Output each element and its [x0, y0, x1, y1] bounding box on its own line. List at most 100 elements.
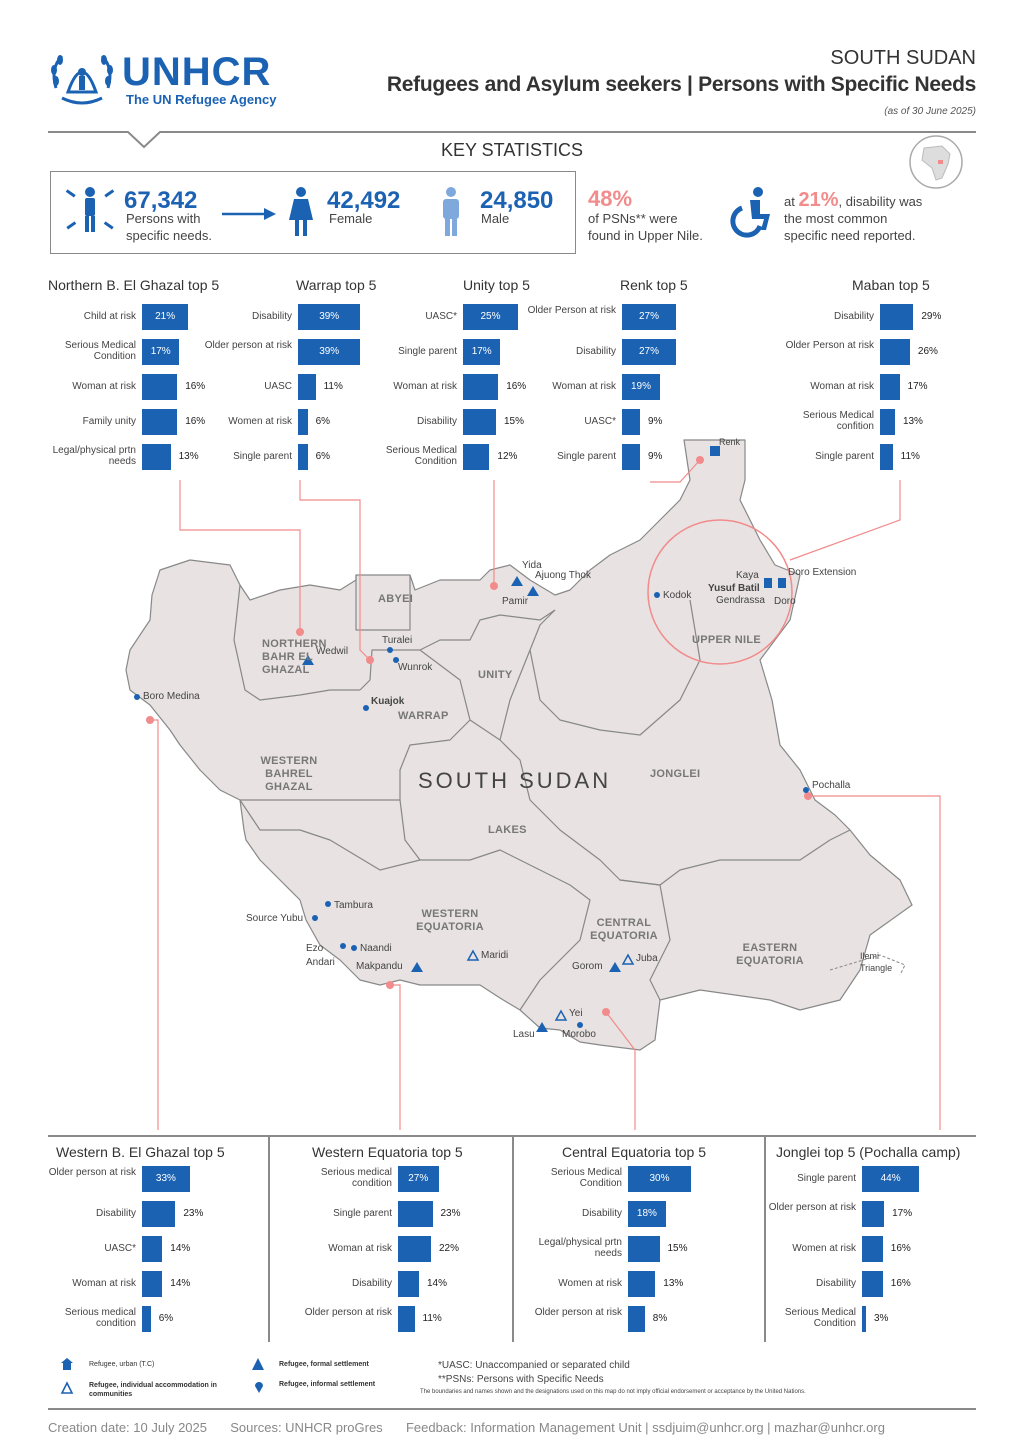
bar-label: Serious medical condition: [64, 1307, 136, 1329]
bar-value-label: 13%: [178, 451, 199, 462]
separator-3: [764, 1137, 766, 1342]
bar: [398, 1201, 433, 1227]
bar-label: Disability: [251, 311, 292, 322]
bar-value-label: 19%: [631, 381, 652, 392]
footer-divider: [48, 1408, 976, 1410]
disability-line-1: at 21%, disability was: [784, 189, 922, 211]
chart-title: Western B. El Ghazal top 5: [56, 1144, 225, 1160]
bar-value-label: 44%: [880, 1173, 901, 1184]
place-doro-ext: Doro Extension: [788, 567, 857, 578]
total-psn-value: 67,342: [124, 187, 198, 214]
africa-locator-icon: [908, 134, 964, 190]
arrow-right-icon: [222, 206, 276, 222]
bar: [398, 1306, 415, 1332]
bar: [298, 409, 308, 435]
place-doro: Doro: [774, 596, 796, 607]
bar-label: Disability: [581, 1208, 622, 1219]
bar: [862, 1201, 885, 1227]
place-pamir: Pamir: [502, 596, 529, 607]
bar: [628, 1201, 666, 1227]
region-we: WESTERN EQUATORIA: [416, 908, 484, 933]
bar-value-label: 12%: [497, 451, 518, 462]
header-divider: [48, 131, 976, 151]
disability-pct: 21%: [798, 189, 839, 211]
bar-value-label: 30%: [649, 1173, 670, 1184]
bar-label: Single parent: [797, 1173, 856, 1184]
bar: [298, 374, 316, 400]
bar: [298, 304, 361, 330]
bar-label: Older person at risk: [48, 1167, 136, 1178]
map-country-label: SOUTH SUDAN: [418, 768, 612, 793]
region-ee: EASTERN EQUATORIA: [736, 942, 804, 967]
bar: [463, 304, 518, 330]
place-yida: Yida: [522, 560, 542, 571]
bar: [622, 339, 676, 365]
place-wedwil: Wedwil: [316, 646, 349, 657]
bar: [880, 339, 910, 365]
place-morobo: Morobo: [562, 1029, 596, 1040]
bar-value-label: 8%: [652, 1313, 668, 1324]
bar-label: Serious Medical confition: [802, 410, 874, 432]
place-kaya: Kaya: [736, 570, 759, 581]
bar: [463, 444, 490, 470]
bar-label: Serious Medical Condition: [784, 1307, 856, 1329]
formal-settlement-icon: [251, 1357, 265, 1371]
bar: [880, 409, 895, 435]
bar-label: Single parent: [333, 1208, 392, 1219]
legend-informal: Refugee, informal settlement: [279, 1381, 376, 1388]
bar-value-label: 16%: [185, 416, 206, 427]
place-gendrassa: Gendrassa: [716, 595, 765, 606]
bar: [862, 1271, 883, 1297]
bar-value-label: 25%: [480, 311, 501, 322]
place-turalei: Turalei: [382, 635, 413, 646]
bar-value-label: 16%: [890, 1278, 911, 1289]
bar-value-label: 27%: [408, 1173, 429, 1184]
bar-label: UASC*: [584, 416, 616, 427]
bar-label: Legal/physical prtn needs: [538, 1237, 622, 1259]
bar-value-label: 6%: [158, 1313, 174, 1324]
urban-refugee-icon: [60, 1357, 74, 1371]
bar: [142, 339, 180, 365]
bar-label: Older person at risk: [534, 1307, 622, 1318]
chart-title: Western Equatoria top 5: [312, 1144, 463, 1160]
bar-value-label: 17%: [907, 381, 928, 392]
male-value: 24,850: [480, 187, 554, 214]
bar: [880, 444, 893, 470]
region-ce: CENTRAL EQUATORIA: [590, 917, 658, 942]
bar-label: Serious Medical Condition: [64, 340, 136, 362]
place-tambura: Tambura: [334, 900, 373, 911]
bar: [628, 1306, 645, 1332]
bar-value-label: 9%: [648, 451, 663, 462]
region-upper-nile: UPPER NILE: [692, 634, 762, 646]
upper-nile-pct: 48%: [588, 186, 633, 211]
bar-label: Family unity: [82, 416, 136, 427]
note-uasc: *UASC: Unaccompanied or separated child: [438, 1360, 630, 1371]
bar: [142, 444, 171, 470]
key-stats-box: [50, 171, 576, 254]
bar-label: Single parent: [398, 346, 457, 357]
separator-1: [268, 1137, 270, 1342]
bar-value-label: 11%: [900, 451, 920, 462]
chart-title: Renk top 5: [620, 277, 688, 293]
place-renk: Renk: [719, 437, 741, 447]
bar-value-label: 9%: [648, 416, 663, 427]
bar-label: Disability: [416, 416, 457, 427]
bar: [628, 1271, 656, 1297]
bar: [463, 409, 496, 435]
region-nbeg: NORTHERN BAHR EL GHAZAL: [262, 638, 327, 676]
legend-urban: Refugee, urban (T.C): [89, 1361, 155, 1368]
informal-settlement-icon: [253, 1380, 265, 1394]
bar-value-label: 14%: [170, 1278, 191, 1289]
bar-label: Single parent: [233, 451, 292, 462]
separator-2: [512, 1137, 514, 1342]
place-lasu: Lasu: [513, 1029, 535, 1040]
logo-wordmark: UNHCR: [122, 50, 272, 94]
bar-label: UASC: [264, 381, 292, 392]
bar-label: Serious medical condition: [320, 1167, 392, 1189]
individual-accommodation-icon: [60, 1381, 74, 1395]
bar-value-label: 6%: [315, 451, 331, 462]
bar-value-label: 15%: [667, 1243, 688, 1254]
bar-value-label: 13%: [902, 416, 923, 427]
bar-label: Disability: [351, 1278, 392, 1289]
bar-label: Disability: [815, 1278, 856, 1289]
